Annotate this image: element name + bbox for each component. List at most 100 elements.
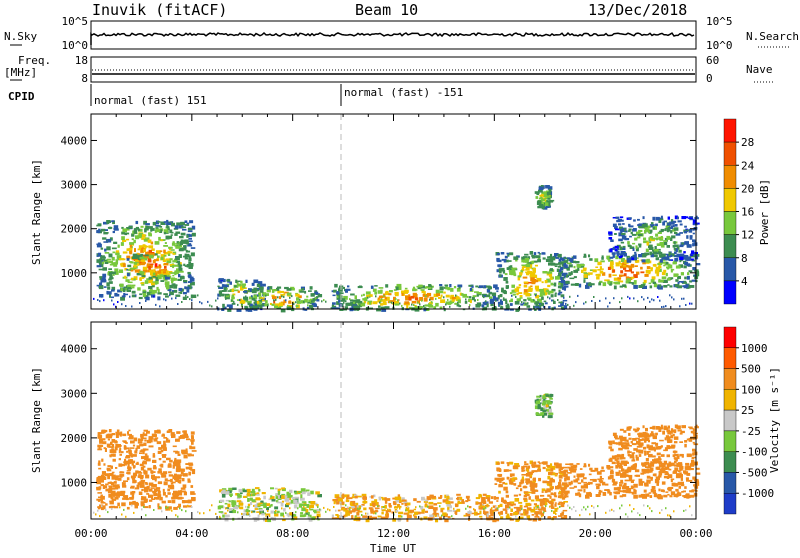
velocity-cell <box>108 486 113 489</box>
power-cell <box>423 297 428 302</box>
velocity-cell <box>667 431 672 435</box>
power-cell <box>133 239 136 244</box>
power-cell <box>155 303 157 306</box>
velocity-cell <box>146 430 150 434</box>
velocity-cell <box>542 400 547 405</box>
velocity-cell <box>251 488 255 493</box>
power-cell <box>96 259 100 263</box>
velocity-cell <box>554 474 558 477</box>
power-cell <box>537 251 540 254</box>
power-cell <box>634 251 637 254</box>
power-cell <box>674 215 678 220</box>
velocity-cell <box>681 484 685 487</box>
velocity-cell <box>419 512 425 514</box>
power-cell <box>489 296 493 299</box>
velocity-cell <box>612 481 618 484</box>
velocity-cell <box>449 505 452 509</box>
velocity-cell <box>427 505 429 508</box>
velocity-cell <box>146 439 152 444</box>
velocity-cell <box>549 483 553 486</box>
velocity-cell <box>561 511 565 514</box>
power-cell <box>381 298 383 301</box>
velocity-cell <box>153 434 157 437</box>
velocity-cell <box>134 501 139 504</box>
velocity-cell <box>638 443 643 446</box>
power-cell <box>169 258 173 261</box>
power-cell <box>139 277 142 281</box>
velocity-cell <box>311 516 316 521</box>
power-cell <box>657 296 659 298</box>
velocity-cell <box>533 461 537 465</box>
power-cell <box>476 292 479 297</box>
velocity-cell <box>172 464 175 469</box>
velocity-cell <box>314 509 317 514</box>
power-cell <box>351 304 353 307</box>
power-cell <box>661 257 664 260</box>
velocity-cell <box>560 492 564 497</box>
velocity-cell <box>157 471 162 474</box>
power-cell <box>449 296 454 300</box>
power-cell <box>481 308 485 311</box>
power-cell <box>164 266 167 269</box>
power-cell <box>221 284 225 288</box>
power-cell <box>424 286 427 289</box>
velocity-cell <box>540 513 544 517</box>
velocity-cell <box>136 461 139 465</box>
velocity-cell <box>103 447 106 450</box>
power-cell <box>167 273 171 275</box>
power-cell <box>296 301 301 304</box>
velocity-cell <box>307 514 312 518</box>
velocity-cell <box>143 499 147 503</box>
power-cell <box>503 297 505 300</box>
power-cell <box>670 225 674 230</box>
velocity-cell <box>111 507 113 510</box>
power-cell <box>183 263 186 266</box>
power-cell <box>304 298 308 303</box>
velocity-cell <box>140 501 144 506</box>
velocity-cell <box>435 518 439 523</box>
velocity-cell <box>102 438 106 441</box>
power-cell <box>619 274 623 277</box>
velocity-cell <box>356 512 360 516</box>
power-cell <box>171 283 176 285</box>
power-cell <box>344 306 348 309</box>
velocity-cell <box>190 491 195 495</box>
velocity-cell <box>536 464 541 468</box>
velocity-cell <box>673 429 677 434</box>
power-cell <box>172 264 175 269</box>
velocity-cell <box>247 498 250 502</box>
power-cell <box>601 257 604 260</box>
velocity-cell <box>646 444 650 449</box>
power-cell <box>96 230 101 234</box>
velocity-cell <box>385 510 389 514</box>
velocity-cell <box>446 502 451 507</box>
velocity-cell <box>274 506 279 510</box>
velocity-cell <box>562 487 567 489</box>
velocity-cell <box>670 462 675 466</box>
velocity-cell <box>256 493 260 496</box>
velocity-cell <box>287 513 290 518</box>
velocity-cell <box>581 479 584 483</box>
power-cell <box>141 262 145 266</box>
power-cell <box>137 287 141 291</box>
power-cell <box>377 297 380 300</box>
power-cell <box>620 241 625 244</box>
velocity-cell <box>473 509 476 512</box>
power-cell <box>167 288 172 292</box>
velocity-cell <box>270 495 273 498</box>
power-cell <box>635 245 638 249</box>
power-cell <box>550 294 554 298</box>
power-cell <box>551 299 555 302</box>
velocity-cell <box>557 502 561 506</box>
velocity-cell <box>440 508 444 513</box>
power-cell <box>676 216 679 220</box>
power-cell <box>389 300 395 303</box>
velocity-cell <box>180 468 184 472</box>
power-cell <box>614 226 618 229</box>
cpid-mode-1: normal (fast) 151 <box>94 94 207 107</box>
velocity-cell <box>638 439 643 442</box>
velocity-cell <box>670 434 674 439</box>
power-cell <box>135 269 141 273</box>
power-cell <box>350 293 355 296</box>
power-cell <box>670 219 674 222</box>
